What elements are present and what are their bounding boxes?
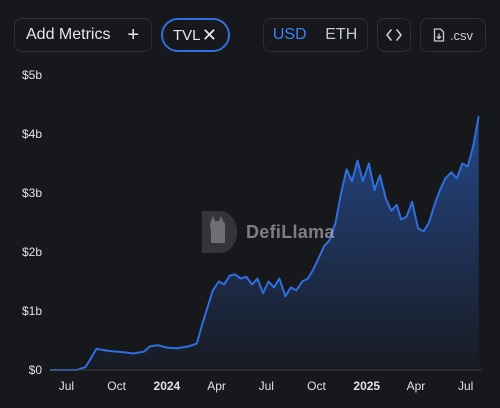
x-tick-label: 2024 — [154, 379, 181, 393]
close-icon[interactable]: ✕ — [201, 25, 217, 45]
x-tick-label: Apr — [407, 379, 426, 393]
x-tick-label: Oct — [307, 379, 326, 393]
x-tick-label: Oct — [107, 379, 126, 393]
add-metrics-button[interactable]: Add Metrics + — [14, 18, 152, 52]
y-tick-label: $1b — [22, 304, 42, 318]
x-tick-label: Jul — [458, 379, 473, 393]
tvl-area-chart: $0 $1b $2b $3b $4b $5b Jul Oct 2024 Apr Jul Oct 202… — [22, 68, 482, 393]
x-tick-label: Apr — [207, 379, 226, 393]
chart-toolbar: Add Metrics + TVL ✕ USD ETH .csv — [0, 0, 500, 60]
watermark-label: DefiLlama — [246, 221, 335, 242]
y-axis: $0 $1b $2b $3b $4b $5b — [22, 68, 42, 377]
x-tick-label: Jul — [259, 379, 274, 393]
x-tick-label: 2025 — [353, 379, 380, 393]
metric-chip-tvl[interactable]: TVL ✕ — [161, 18, 230, 52]
embed-button[interactable] — [377, 18, 411, 52]
currency-option-eth[interactable]: ETH — [325, 26, 358, 43]
add-metrics-label: Add Metrics — [26, 26, 111, 43]
y-tick-label: $0 — [29, 363, 43, 377]
y-tick-label: $4b — [22, 127, 42, 141]
x-tick-label: Jul — [59, 379, 74, 393]
currency-option-usd[interactable]: USD — [272, 26, 307, 43]
defillama-watermark: DefiLlama — [200, 208, 340, 256]
download-file-icon — [433, 28, 445, 42]
x-axis: Jul Oct 2024 Apr Jul Oct 2025 Apr Jul — [59, 379, 474, 393]
tvl-series-line — [50, 116, 480, 371]
y-tick-label: $5b — [22, 68, 42, 82]
code-brackets-icon — [386, 29, 402, 41]
metric-chip-label: TVL — [173, 26, 201, 44]
y-tick-label: $3b — [22, 186, 42, 200]
y-tick-label: $2b — [22, 245, 42, 259]
csv-label: .csv — [449, 27, 474, 43]
plus-icon: + — [127, 24, 139, 46]
llama-logo-icon — [202, 211, 237, 253]
currency-toggle: USD ETH — [263, 18, 368, 52]
download-csv-button[interactable]: .csv — [420, 18, 486, 52]
